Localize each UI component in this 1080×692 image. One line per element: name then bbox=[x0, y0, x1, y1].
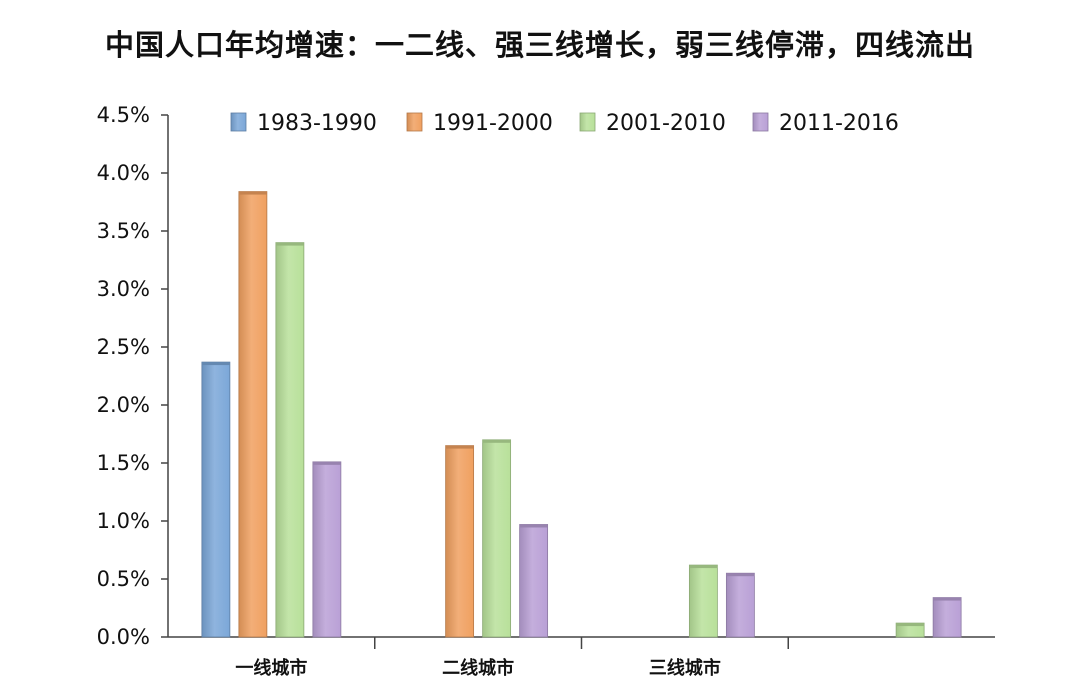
bar bbox=[688, 564, 718, 638]
legend: 1983-1990 1991-2000 2001-2010 2011-2016 bbox=[230, 111, 899, 136]
y-tick-label: 4.5% bbox=[97, 103, 150, 127]
bar-top-edge bbox=[519, 524, 548, 528]
bar bbox=[238, 191, 268, 638]
legend-label: 2001-2010 bbox=[606, 111, 726, 136]
y-tick-label: 1.0% bbox=[97, 509, 150, 533]
bar-top-edge bbox=[689, 565, 718, 569]
bar bbox=[519, 524, 549, 638]
bar-top-edge bbox=[312, 461, 341, 465]
y-tick-label: 4.0% bbox=[97, 161, 150, 185]
x-category-label: 一线城市 bbox=[235, 657, 307, 679]
legend-label: 1991-2000 bbox=[433, 111, 553, 136]
bar bbox=[482, 439, 512, 638]
legend-swatch bbox=[579, 112, 596, 132]
bar-top-edge bbox=[726, 573, 755, 577]
x-axis: 一线城市 二线城市 三线城市 bbox=[168, 636, 995, 679]
bar-top-edge bbox=[482, 439, 511, 443]
bar-top-edge bbox=[933, 597, 962, 601]
bar bbox=[275, 242, 305, 638]
x-category-label: 三线城市 bbox=[649, 657, 721, 679]
bar bbox=[445, 445, 475, 638]
y-axis: 0.0% 0.5% 1.0% 1.5% 2.0% 2.5% 3.0% 3.5% 4.0% 4.5% bbox=[97, 103, 169, 649]
bars bbox=[201, 191, 962, 638]
bar bbox=[312, 461, 342, 638]
y-tick-label: 2.5% bbox=[97, 335, 150, 359]
y-tick-label: 1.5% bbox=[97, 451, 150, 475]
bar-top-edge bbox=[238, 191, 267, 195]
y-tick-label: 2.0% bbox=[97, 393, 150, 417]
bar bbox=[932, 597, 962, 638]
y-tick-label: 0.0% bbox=[97, 625, 150, 649]
chart-title: 中国人口年均增速：一二线、强三线增长，弱三线停滞，四线流出 bbox=[104, 28, 975, 62]
y-tick-label: 3.5% bbox=[97, 219, 150, 243]
bar bbox=[725, 572, 755, 638]
x-category-label: 二线城市 bbox=[442, 657, 514, 679]
legend-label: 2011-2016 bbox=[779, 111, 899, 136]
legend-swatch bbox=[230, 112, 247, 132]
legend-label: 1983-1990 bbox=[257, 111, 377, 136]
legend-swatch bbox=[752, 112, 769, 132]
y-tick-label: 3.0% bbox=[97, 277, 150, 301]
y-tick-label: 0.5% bbox=[97, 567, 150, 591]
bar-top-edge bbox=[896, 623, 925, 627]
bar-top-edge bbox=[201, 362, 230, 366]
bar-top-edge bbox=[275, 242, 304, 246]
bar-top-edge bbox=[445, 445, 474, 449]
bar bbox=[201, 361, 231, 638]
legend-swatch bbox=[406, 112, 423, 132]
